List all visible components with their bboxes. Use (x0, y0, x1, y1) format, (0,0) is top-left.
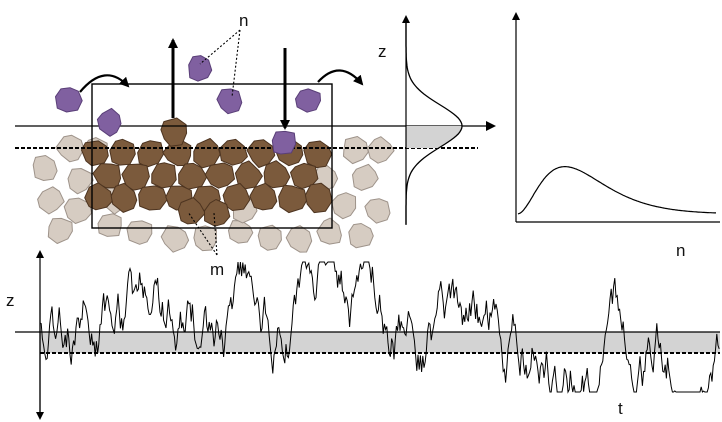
mobile-particle (271, 130, 297, 155)
sand-grain (37, 186, 65, 215)
leader-m-2 (213, 212, 218, 256)
series-shaded-band (40, 332, 720, 353)
bed-grain (263, 160, 291, 189)
pdf-axis-label-n: n (676, 241, 685, 260)
bed-grain (246, 139, 276, 168)
leader-n-1 (199, 29, 241, 65)
bed-grain (204, 162, 235, 189)
leader-m-1 (187, 211, 218, 256)
sand-grain (331, 192, 357, 220)
sand-grain (343, 136, 369, 165)
bed-grain (109, 138, 136, 166)
vertical-profile-panel: z (378, 15, 463, 225)
bed-elevation-signal (39, 261, 720, 394)
profile-shaded-region (406, 126, 462, 148)
bed-grain (92, 163, 122, 189)
distribution-panel: n (512, 12, 720, 260)
distribution-curve (517, 166, 716, 215)
bed-grain (193, 138, 221, 169)
bed-grain (177, 197, 206, 225)
bed-grain (151, 162, 177, 189)
bed-grain (110, 182, 138, 213)
leader-n-2 (231, 29, 241, 98)
label-m-bed-grains: m (210, 260, 224, 279)
mobile-particle (295, 88, 321, 113)
mobile-particle (188, 55, 213, 82)
bed-grain (160, 117, 188, 147)
bed-grain (290, 162, 319, 190)
profile-curve (405, 20, 463, 224)
series-axis-label-t: t (618, 399, 623, 418)
control-volume-box (91, 83, 333, 229)
sand-grain (63, 197, 93, 224)
sand-grain (160, 225, 190, 253)
bed-grain (138, 185, 168, 211)
sand-grain (228, 220, 254, 244)
time-series-panel: z t (6, 250, 720, 420)
mobile-particle (55, 87, 83, 113)
sand-grain (352, 163, 379, 191)
sand-grain (32, 155, 58, 181)
sand-grain (97, 213, 122, 237)
bed-grain (121, 163, 150, 191)
mobile-particles-n (55, 55, 321, 155)
profile-axis-label-z: z (378, 42, 387, 61)
bed-grain (218, 138, 248, 166)
series-axis-label-z: z (6, 291, 15, 310)
surrounding-sand-grains (32, 134, 395, 253)
sand-grain (47, 217, 73, 244)
bed-grain (234, 160, 263, 190)
mobile-particle (216, 88, 243, 115)
bed-grain (304, 182, 333, 214)
bed-grain (222, 183, 251, 211)
label-n-particles: n (239, 11, 248, 30)
bed-grain (204, 199, 231, 227)
bed-grain (249, 182, 278, 211)
bed-grain (178, 162, 208, 190)
inflow-curved-arrow (79, 74, 130, 93)
sand-grain (257, 224, 282, 251)
sand-grain (364, 198, 391, 224)
bed-grain (137, 140, 165, 168)
outflow-curved-arrow (317, 69, 364, 86)
mobile-particle (96, 107, 122, 137)
bed-grain (303, 140, 333, 169)
bed-grains-m (81, 117, 333, 227)
bed-grain (278, 184, 308, 214)
sand-grain (367, 136, 395, 164)
sand-grain (316, 217, 342, 245)
bed-grain (81, 140, 109, 167)
sand-grain (348, 223, 374, 249)
sand-grain (285, 225, 313, 253)
sand-grain (126, 220, 153, 245)
sand-grain (67, 168, 94, 195)
